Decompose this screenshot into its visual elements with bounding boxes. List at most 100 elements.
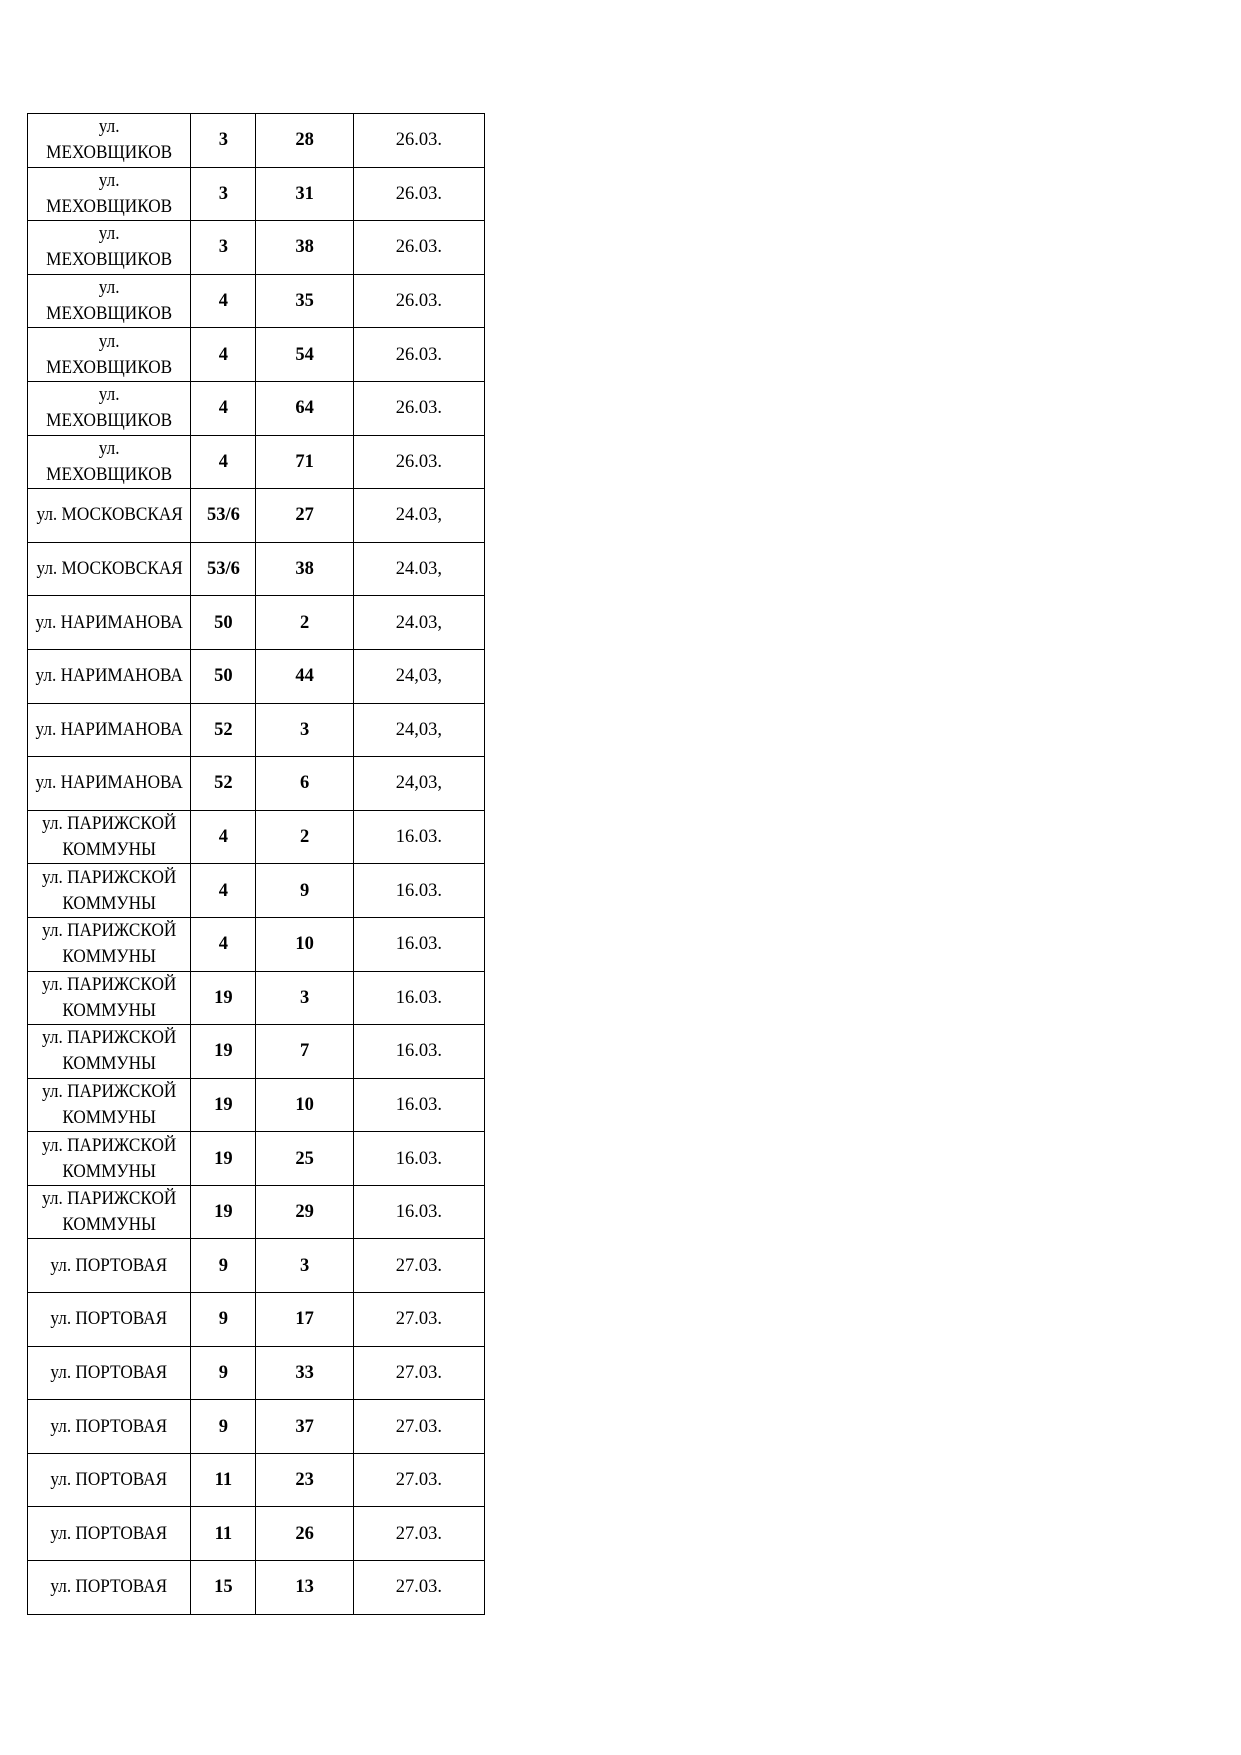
table-row: ул. ПАРИЖСКОЙ КОММУНЫ 19 25 16.03. [26,1131,486,1186]
cell-text: 3 [218,130,229,151]
cell-text: 16.03. [395,880,442,901]
apartment-cell: 3 [255,1238,354,1294]
house-cell: 52 [190,702,257,758]
cell-text: ул. МЕХОВЩИКОВ [46,385,173,432]
table-row: ул. ПОРТОВАЯ 9 37 27.03. [26,1399,486,1454]
cell-text: 26.03. [395,130,442,151]
apartment-cell: 38 [255,220,354,275]
house-cell: 11 [190,1506,257,1562]
table-row: ул. ПОРТОВАЯ 9 33 27.03. [26,1345,486,1401]
cell-text: 38 [295,559,314,580]
apartment-cell: 35 [255,273,354,329]
cell-text: 24.03, [395,612,442,633]
date-cell: 27.03. [352,1506,486,1562]
street-cell: ул. НАРИМАНОВА [26,702,192,758]
cell-text: 17 [295,1309,314,1330]
table-row: ул. ПАРИЖСКОЙ КОММУНЫ 4 10 16.03. [26,916,486,972]
cell-text: 3 [299,1255,310,1276]
house-cell: 3 [190,166,257,222]
cell-text: 16.03. [395,987,442,1008]
cell-text: 9 [218,1416,229,1437]
table-row: ул. ПАРИЖСКОЙ КОММУНЫ 19 7 16.03. [26,1024,486,1079]
cell-text: 64 [295,398,314,419]
cell-text: ул. ПОРТОВАЯ [50,1470,168,1491]
cell-text: 25 [295,1148,314,1169]
apartment-cell: 17 [255,1292,354,1347]
date-cell: 16.03. [352,809,486,865]
cell-text: ул. НАРИМАНОВА [35,666,183,687]
date-cell: 24,03, [352,702,486,758]
cell-text: 53/6 [206,559,240,580]
cell-text: 27.03. [395,1470,442,1491]
street-cell: ул. МОСКОВСКАЯ [26,541,192,597]
house-cell: 4 [190,327,257,382]
date-cell: 24.03, [352,488,486,543]
house-cell: 19 [190,1184,257,1240]
cell-text: 53/6 [206,505,240,526]
cell-text: 13 [295,1577,314,1598]
house-cell: 4 [190,380,257,436]
street-cell: ул. МЕХОВЩИКОВ [26,166,192,222]
street-cell: ул. ПОРТОВАЯ [26,1399,192,1454]
cell-text: ул. ПАРИЖСКОЙ КОММУНЫ [42,974,177,1021]
date-cell: 27.03. [352,1345,486,1401]
apartment-cell: 26 [255,1506,354,1562]
cell-text: 24,03, [395,773,442,794]
house-cell: 19 [190,1024,257,1079]
street-cell: ул. ПАРИЖСКОЙ КОММУНЫ [26,970,192,1026]
street-cell: ул. ПОРТОВАЯ [26,1238,192,1294]
cell-text: 4 [218,398,229,419]
cell-text: 28 [295,130,314,151]
cell-text: 35 [295,291,314,312]
cell-text: 10 [295,934,314,955]
house-cell: 3 [190,220,257,275]
cell-text: 4 [218,880,229,901]
date-cell: 16.03. [352,1024,486,1079]
cell-text: 33 [295,1362,314,1383]
cell-text: 71 [295,451,314,472]
cell-text: 9 [218,1362,229,1383]
street-cell: ул. МЕХОВЩИКОВ [26,434,192,490]
cell-text: 27.03. [395,1309,442,1330]
table-row: ул. НАРИМАНОВА 52 6 24,03, [26,756,486,811]
street-cell: ул. ПАРИЖСКОЙ КОММУНЫ [26,916,192,972]
apartment-cell: 7 [255,1024,354,1079]
table-row: ул. ПАРИЖСКОЙ КОММУНЫ 19 29 16.03. [26,1184,486,1240]
cell-text: 3 [299,719,310,740]
cell-text: 31 [295,183,314,204]
date-cell: 16.03. [352,1077,486,1133]
cell-text: ул. ПОРТОВАЯ [50,1255,168,1276]
apartment-cell: 13 [255,1560,354,1615]
cell-text: ул. ПАРИЖСКОЙ КОММУНЫ [42,1189,177,1236]
table-row: ул. МЕХОВЩИКОВ 4 35 26.03. [26,273,486,329]
house-cell: 9 [190,1292,257,1347]
cell-text: 6 [299,773,310,794]
cell-text: 24,03, [395,719,442,740]
cell-text: ул. ПОРТОВАЯ [50,1416,168,1437]
street-cell: ул. НАРИМАНОВА [26,595,192,650]
cell-text: ул. НАРИМАНОВА [35,773,183,794]
cell-text: 44 [295,666,314,687]
table-row: ул. ПОРТОВАЯ 9 17 27.03. [26,1292,486,1347]
table-row: ул. МЕХОВЩИКОВ 4 64 26.03. [26,380,486,436]
cell-text: ул. МОСКОВСКАЯ [36,559,183,580]
street-cell: ул. МЕХОВЩИКОВ [26,380,192,436]
cell-text: 16.03. [395,934,442,955]
street-cell: ул. МЕХОВЩИКОВ [26,220,192,275]
street-cell: ул. ПОРТОВАЯ [26,1452,192,1508]
cell-text: 15 [214,1577,233,1598]
cell-text: 50 [214,612,233,633]
cell-text: 26.03. [395,344,442,365]
street-cell: ул. ПОРТОВАЯ [26,1292,192,1347]
date-cell: 26.03. [352,113,486,168]
cell-text: 52 [214,773,233,794]
street-cell: ул. МЕХОВЩИКОВ [26,113,192,168]
table-row: ул. МЕХОВЩИКОВ 4 71 26.03. [26,434,486,490]
cell-text: 50 [214,666,233,687]
cell-text: 26.03. [395,398,442,419]
date-cell: 26.03. [352,273,486,329]
cell-text: 37 [295,1416,314,1437]
cell-text: ул. ПОРТОВАЯ [50,1577,168,1598]
cell-text: ул. ПОРТОВАЯ [50,1362,168,1383]
house-cell: 9 [190,1399,257,1454]
